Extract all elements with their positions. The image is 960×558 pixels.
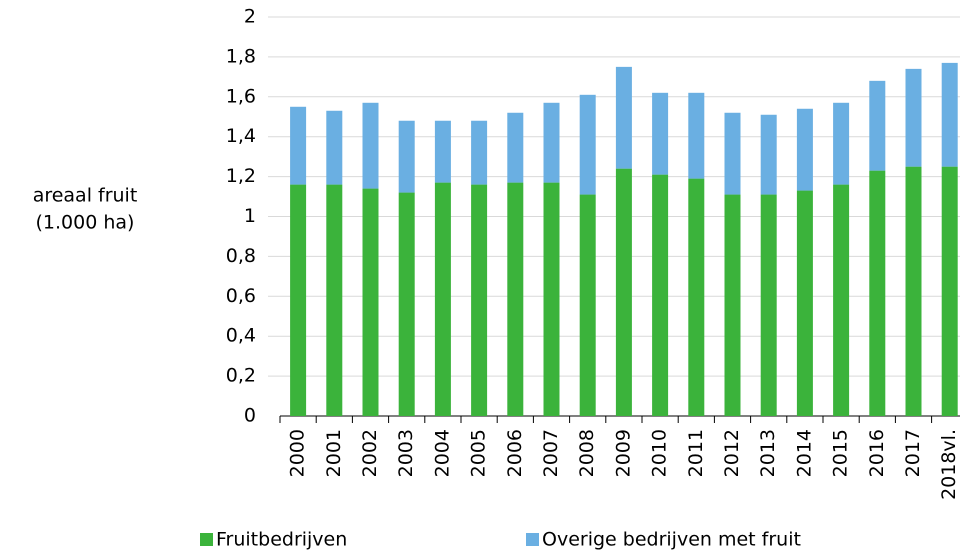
bar-segment xyxy=(688,92,705,179)
y-tick-label: 1,6 xyxy=(226,85,256,107)
y-tick-label: 0,2 xyxy=(226,365,256,387)
bar-segment xyxy=(760,194,777,416)
bar-segment xyxy=(869,80,886,171)
x-tick-label: 2010 xyxy=(649,429,671,477)
bar-segment xyxy=(471,184,488,416)
x-tick-label: 2013 xyxy=(757,429,779,477)
x-tick-label: 2018vl. xyxy=(938,429,960,500)
x-tick-label: 2008 xyxy=(576,429,598,477)
x-tick-label: 2014 xyxy=(793,429,815,477)
bar-segment xyxy=(941,166,958,416)
legend-label: Overige bedrijven met fruit xyxy=(542,529,801,551)
bar-segment xyxy=(724,112,741,195)
bar-segment xyxy=(833,184,850,416)
y-tick-label: 1,8 xyxy=(226,45,256,67)
bar-segment xyxy=(796,190,813,416)
y-axis-label: (1.000 ha) xyxy=(36,212,135,234)
bar-segment xyxy=(290,184,307,416)
bar-segment xyxy=(326,110,343,185)
x-tick-label: 2005 xyxy=(468,429,490,477)
x-tick-label: 2000 xyxy=(287,429,309,477)
x-tick-label: 2003 xyxy=(395,429,417,477)
x-tick-label: 2007 xyxy=(540,429,562,477)
y-tick-label: 0,6 xyxy=(226,285,256,307)
y-tick-label: 1,2 xyxy=(226,165,256,187)
x-tick-label: 2006 xyxy=(504,429,526,477)
bar-segment xyxy=(579,194,596,416)
x-tick-label: 2012 xyxy=(721,429,743,477)
legend-swatch xyxy=(200,533,213,546)
y-tick-label: 0,8 xyxy=(226,245,256,267)
bar-segment xyxy=(941,62,958,167)
bar-segment xyxy=(434,182,451,416)
bar-segment xyxy=(905,166,922,416)
x-tick-label: 2001 xyxy=(323,429,345,477)
bar-segment xyxy=(760,114,777,195)
bar-segment xyxy=(362,102,379,189)
bar-segment xyxy=(434,120,451,183)
bar-segment xyxy=(398,120,415,193)
x-tick-label: 2009 xyxy=(612,429,634,477)
bar-segment xyxy=(905,68,922,167)
bar-segment xyxy=(724,194,741,416)
bar-segment xyxy=(290,106,307,185)
y-tick-label: 2 xyxy=(244,6,256,28)
bar-segment xyxy=(326,184,343,416)
x-tick-label: 2015 xyxy=(830,429,852,477)
bar-segment xyxy=(796,108,813,191)
y-axis-label: areaal fruit xyxy=(33,185,138,207)
bar-segment xyxy=(398,192,415,416)
bar-segment xyxy=(652,174,669,416)
x-tick-label: 2002 xyxy=(359,429,381,477)
bar-segment xyxy=(362,188,379,416)
bar-segment xyxy=(507,112,524,183)
x-tick-label: 2011 xyxy=(685,429,707,477)
bar-segment xyxy=(869,170,886,416)
y-tick-label: 1 xyxy=(244,205,256,227)
bar-segment xyxy=(615,66,632,169)
bar-segment xyxy=(833,102,850,185)
bar-segment xyxy=(543,102,560,183)
legend-label: Fruitbedrijven xyxy=(216,529,347,551)
bar-segment xyxy=(543,182,560,416)
bar-segment xyxy=(507,182,524,416)
legend-swatch xyxy=(526,533,539,546)
y-tick-label: 1,4 xyxy=(226,125,256,147)
y-tick-label: 0,4 xyxy=(226,325,256,347)
bar-segment xyxy=(688,178,705,416)
x-tick-label: 2004 xyxy=(431,429,453,477)
x-tick-label: 2017 xyxy=(902,429,924,477)
bar-segment xyxy=(471,120,488,185)
y-tick-label: 0 xyxy=(244,405,256,427)
bar-segment xyxy=(615,168,632,416)
bar-segment xyxy=(579,94,596,195)
x-tick-label: 2016 xyxy=(866,429,888,477)
bar-segment xyxy=(652,92,669,175)
